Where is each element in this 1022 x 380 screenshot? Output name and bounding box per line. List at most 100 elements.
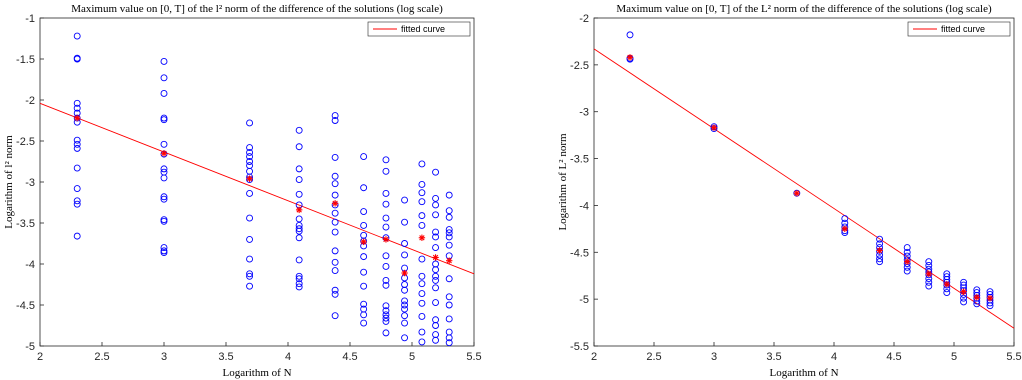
scatter-point — [160, 193, 168, 201]
scatter-point — [382, 276, 390, 284]
y-tick-label: -5 — [579, 294, 589, 306]
scatter-point — [432, 211, 440, 219]
legend-box — [367, 21, 471, 37]
scatter-point — [445, 233, 453, 241]
x-tick-label: 5.5 — [1006, 351, 1021, 363]
scatter-point — [160, 89, 168, 97]
scatter-point — [246, 235, 254, 243]
scatter-point — [418, 299, 426, 307]
scatter-point — [331, 247, 339, 255]
red-star-marker — [710, 124, 718, 131]
red-star-marker — [401, 269, 408, 277]
x-tick-label: 2.5 — [94, 351, 109, 363]
y-tick-label: -4 — [579, 200, 589, 212]
data-marks — [593, 31, 1015, 329]
x-tick-label: 3 — [161, 351, 167, 363]
red-star-marker — [973, 294, 980, 301]
scatter-point — [360, 184, 368, 192]
x-axis-label: Logarithm of N — [769, 367, 838, 379]
red-star-marker — [418, 234, 426, 241]
axis-ticks: 2 2.5 3 3.5 4 4.5 5 5.5 -2 -2.5 -3 -3.5 -4 -4.5 -5 -5.5 — [570, 13, 1022, 363]
y-tick-label: -3.5 — [570, 154, 589, 166]
plot-area-frame — [39, 17, 475, 347]
scatter-point — [331, 153, 339, 161]
scatter-point — [401, 305, 409, 313]
scatter-point — [295, 225, 303, 233]
red-star-marker — [876, 247, 883, 254]
scatter-point — [418, 255, 426, 263]
y-tick-label: -1.5 — [16, 54, 35, 66]
scatter-point — [382, 200, 390, 208]
y-tick-label: -1 — [25, 13, 35, 25]
scatter-point — [295, 275, 303, 283]
scatter-point — [73, 99, 81, 107]
scatter-point — [246, 149, 254, 156]
scatter-point — [401, 297, 409, 305]
scatter-point — [401, 301, 409, 309]
red-star-marker — [295, 206, 303, 214]
scatter-point — [445, 301, 453, 309]
y-tick-label: -4.5 — [16, 300, 35, 312]
red-star-marker — [446, 257, 453, 264]
scatter-point — [246, 255, 254, 263]
scatter-point — [331, 218, 339, 226]
scatter-point — [876, 240, 884, 248]
scatter-point — [445, 229, 453, 237]
scatter-point — [73, 164, 81, 172]
x-tick-label: 4 — [831, 351, 837, 363]
red-star-marker — [943, 280, 950, 288]
plot-area-frame — [593, 17, 1015, 347]
red-star-marker — [382, 236, 390, 243]
scatter-point — [73, 140, 81, 148]
x-tick-label: 3.5 — [766, 351, 781, 363]
scatter-point — [626, 31, 634, 39]
x-tick-label: 2 — [37, 351, 43, 363]
scatter-point — [382, 317, 390, 325]
scatter-point — [73, 200, 81, 208]
red-star-marker — [904, 258, 911, 265]
scatter-point — [295, 272, 303, 280]
y-tick-label: -2.5 — [570, 60, 589, 72]
scatter-point — [382, 314, 390, 322]
legend: fitted curve — [907, 21, 1011, 37]
scatter-point — [160, 140, 168, 148]
scatter-point — [432, 233, 440, 241]
scatter-point — [876, 255, 884, 263]
scatter-point — [331, 258, 339, 266]
scatter-point — [360, 282, 368, 290]
scatter-point — [418, 212, 426, 220]
scatter-point — [418, 160, 426, 168]
scatter-point — [331, 312, 339, 320]
y-tick-label: -5 — [25, 341, 35, 353]
scatter-point — [960, 294, 968, 302]
red-star-marker — [246, 175, 253, 182]
scatter-point — [445, 315, 453, 323]
red-star-marker — [626, 54, 634, 61]
scatter-point — [331, 172, 339, 180]
scatter-point — [246, 119, 254, 127]
x-tick-label: 5.5 — [466, 351, 481, 363]
scatter-point — [401, 240, 409, 247]
scatter-point — [401, 251, 409, 259]
scatter-point — [331, 290, 339, 298]
x-tick-label: 3 — [711, 351, 717, 363]
red-star-marker — [160, 150, 168, 157]
scatter-point — [382, 263, 390, 270]
axis-ticks: 2 2.5 3 3.5 4 4.5 5 5.5 -1 -1.5 -2 -2.5 -3 -3.5 -4 -4.5… — [16, 13, 482, 363]
chart-panel-left: Maximum value on [0, T] of the l² norm o… — [3, 3, 482, 379]
scatter-point — [903, 267, 911, 275]
scatter-point — [445, 191, 453, 199]
scatter-point — [295, 165, 303, 173]
scatter-point — [382, 214, 390, 222]
scatter-point — [331, 180, 339, 188]
scatter-point — [360, 208, 368, 215]
x-tick-label: 5 — [409, 351, 415, 363]
y-axis-label: Logarithm of l² norm — [3, 135, 15, 229]
scatter-point — [432, 284, 440, 292]
scatter-point — [432, 299, 440, 306]
scatter-point — [943, 289, 951, 297]
scatter-point — [432, 244, 440, 252]
scatter-point — [246, 158, 254, 165]
data-marks — [39, 32, 475, 347]
